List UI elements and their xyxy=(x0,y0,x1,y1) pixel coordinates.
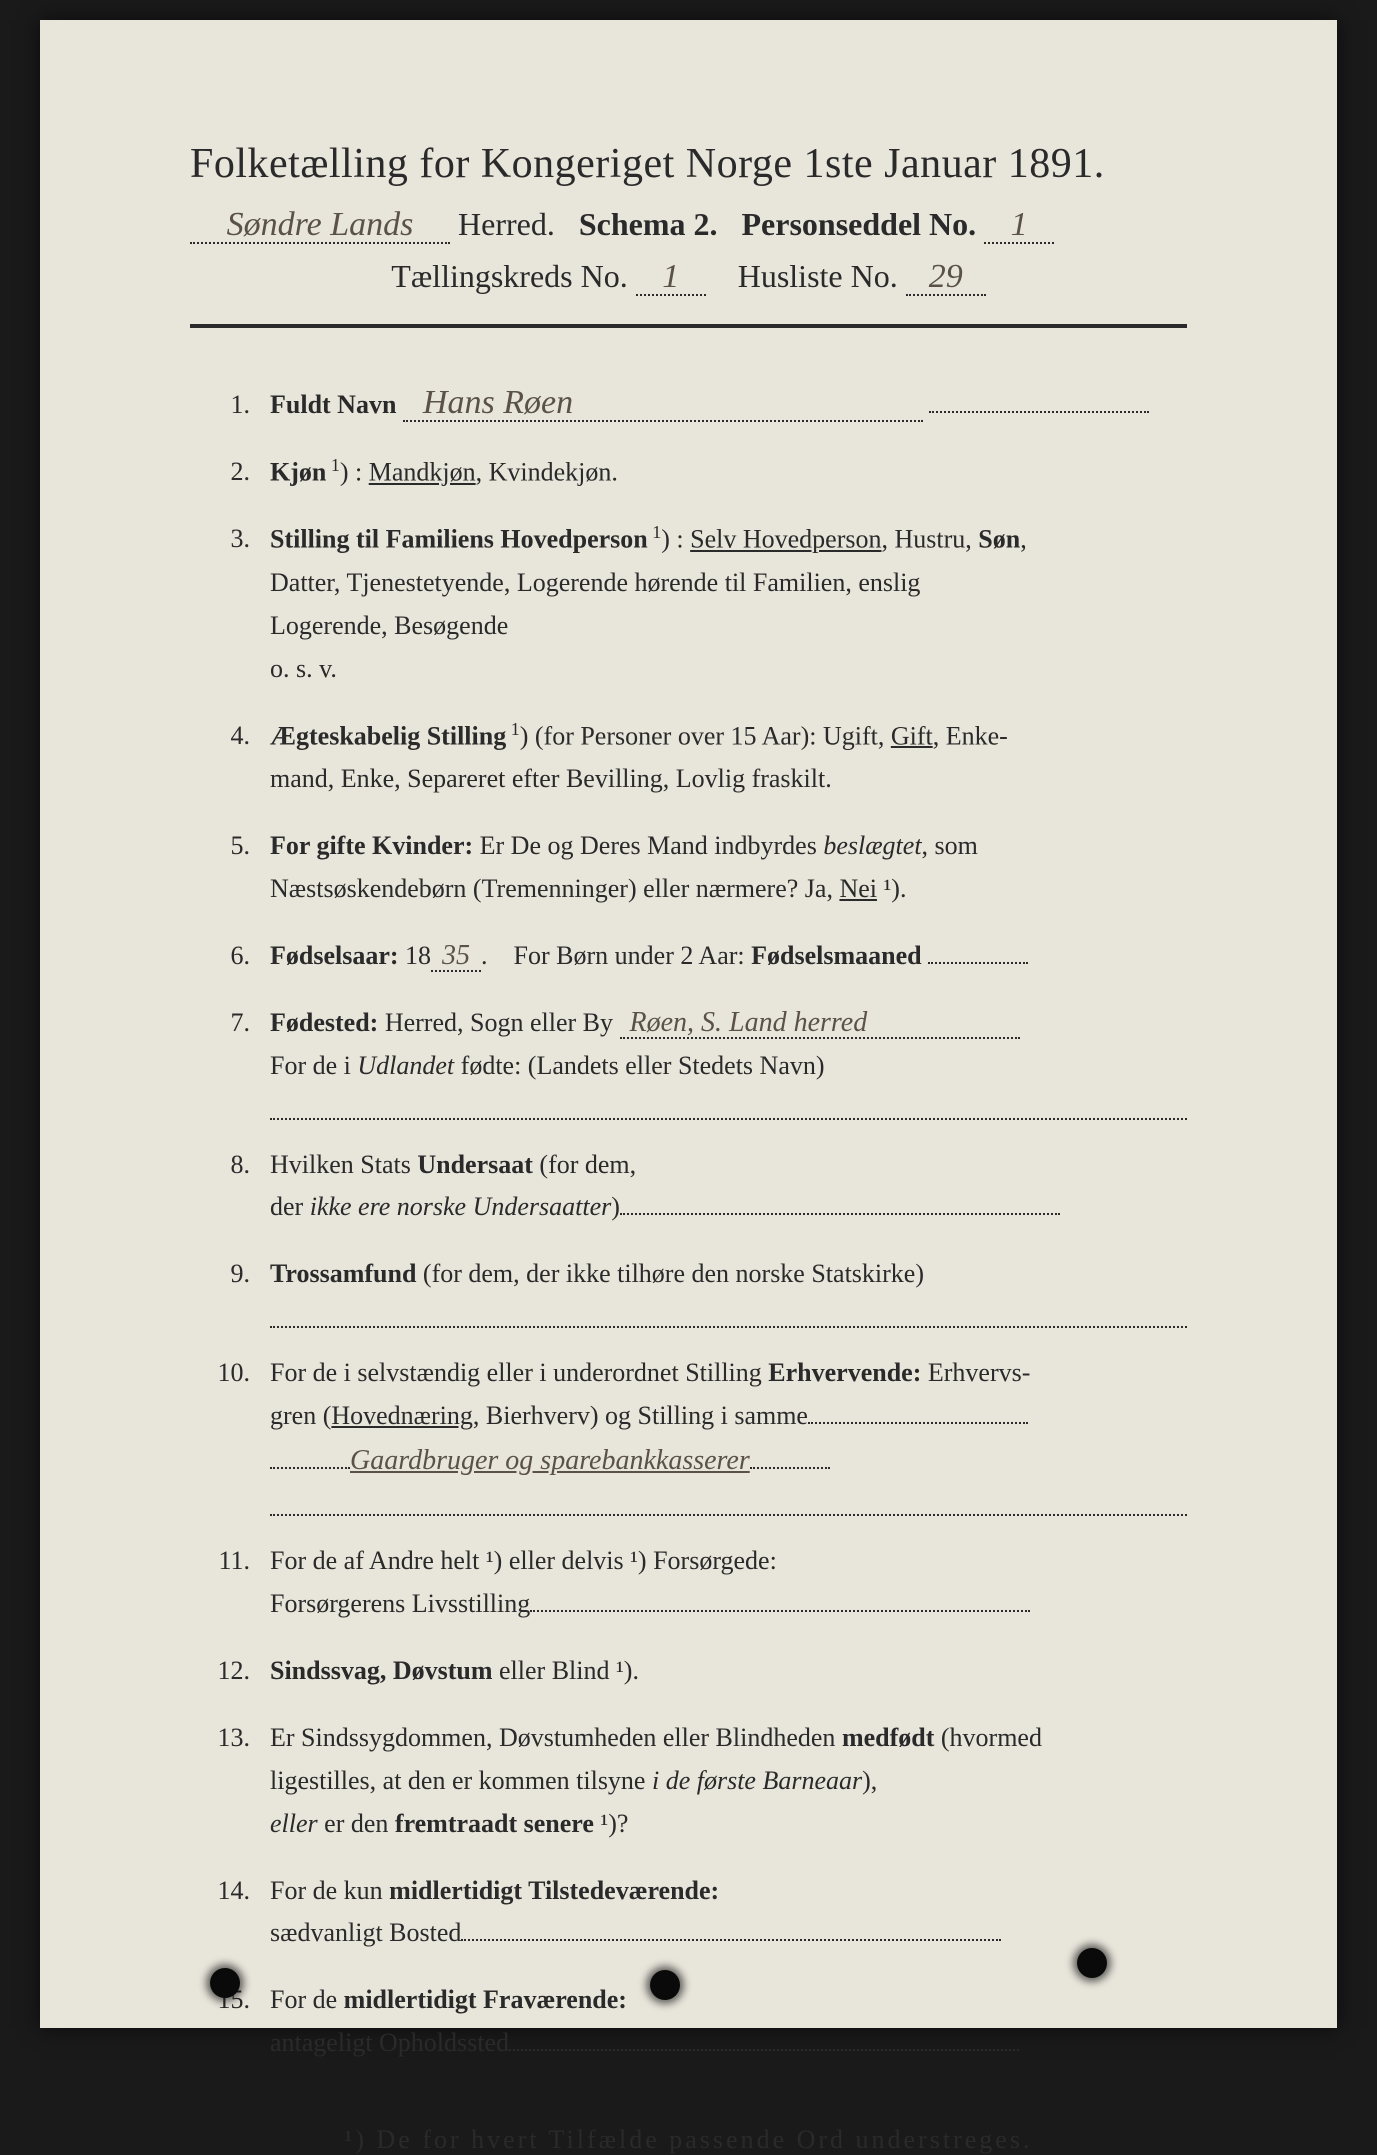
form-header: Folketælling for Kongeriget Norge 1ste J… xyxy=(190,140,1187,328)
year-suffix: 35 xyxy=(431,942,481,972)
item-13-line3: eller er den fremtraadt senere ¹)? xyxy=(270,1803,1187,1846)
taellingskreds-no: 1 xyxy=(636,260,706,296)
item-3-line4: o. s. v. xyxy=(270,648,1187,691)
item-4-label: Ægteskabelig Stilling xyxy=(270,721,506,750)
header-rule xyxy=(190,324,1187,328)
item-12: Sindssvag, Døvstum eller Blind ¹). xyxy=(190,1650,1187,1693)
item-5-label: For gifte Kvinder: xyxy=(270,831,473,860)
item-8: Hvilken Stats Undersaat (for dem, der ik… xyxy=(190,1144,1187,1230)
item-14: For de kun midlertidigt Tilstedeværende:… xyxy=(190,1870,1187,1956)
herred-field: Søndre Lands xyxy=(190,208,450,244)
born-label: For Børn under 2 Aar: xyxy=(514,941,745,970)
item-3: Stilling til Familiens Hovedperson 1) : … xyxy=(190,518,1187,690)
item-11-line2: Forsørgerens Livsstilling xyxy=(270,1583,1187,1626)
erhverv-value: Gaardbruger og sparebankkasserer xyxy=(350,1445,750,1476)
item-5-line2: Næstsøskendebørn (Tremenninger) eller næ… xyxy=(270,868,1187,911)
husliste-no: 29 xyxy=(906,260,986,296)
item-10-line1b: Erhvervs- xyxy=(921,1358,1030,1387)
fodested-value: Røen, S. Land herred xyxy=(620,1009,1020,1039)
item-10: For de i selvstændig eller i underordnet… xyxy=(190,1352,1187,1516)
item-10-value-line: Gaardbruger og sparebankkasserer xyxy=(270,1438,1187,1484)
item-3-line3: Logerende, Besøgende xyxy=(270,605,1187,648)
item-3-label: Stilling til Familiens Hovedperson xyxy=(270,525,648,554)
item-7-line2: For de i Udlandet fødte: (Landets eller … xyxy=(270,1045,1187,1088)
item-7: Fødested: Herred, Sogn eller By Røen, S.… xyxy=(190,1002,1187,1120)
item-7-label: Fødested: xyxy=(270,1008,378,1037)
item-12-label: Sindssvag, Døvstum xyxy=(270,1656,493,1685)
item-3-line2: Datter, Tjenestetyende, Logerende hørend… xyxy=(270,562,1187,605)
item-9: Trossamfund (for dem, der ikke tilhøre d… xyxy=(190,1253,1187,1328)
item-4-line1a: (for Personer over 15 Aar): Ugift, xyxy=(535,721,891,750)
stilling-selv: Selv Hovedperson xyxy=(690,525,881,554)
page-damage-2 xyxy=(650,1970,680,2000)
item-13: Er Sindssygdommen, Døvstumheden eller Bl… xyxy=(190,1717,1187,1846)
item-6: Fødselsaar: 1835. For Børn under 2 Aar: … xyxy=(190,935,1187,978)
form-items: Fuldt Navn Hans Røen Kjøn 1) : Mandkjøn,… xyxy=(190,384,1187,2065)
footnote: ¹) De for hvert Tilfælde passende Ord un… xyxy=(190,2125,1187,2155)
item-9-label: Trossamfund xyxy=(270,1259,416,1288)
item-13-line2: ligestilles, at den er kommen tilsyne i … xyxy=(270,1760,1187,1803)
item-8-line2: der ikke ere norske Undersaatter) xyxy=(270,1186,1187,1229)
item-4: Ægteskabelig Stilling 1) (for Personer o… xyxy=(190,715,1187,801)
document-page: Folketælling for Kongeriget Norge 1ste J… xyxy=(40,20,1337,2028)
item-7-line1-label: Herred, Sogn eller By xyxy=(385,1008,613,1037)
title-line-1: Folketælling for Kongeriget Norge 1ste J… xyxy=(190,140,1187,188)
title-line-2: Søndre Lands Herred. Schema 2. Personsed… xyxy=(190,206,1187,244)
item-15-line2: antageligt Opholdssted xyxy=(270,2022,1187,2065)
item-10-line2: gren (Hovednæring, Bierhverv) og Stillin… xyxy=(270,1395,1187,1438)
fuldt-navn-value: Hans Røen xyxy=(403,386,923,422)
item-14-line1: For de kun midlertidigt Tilstedeværende: xyxy=(270,1876,719,1905)
husliste-label: Husliste No. xyxy=(738,258,898,294)
title-line-3: Tællingskreds No. 1 Husliste No. 29 xyxy=(190,258,1187,296)
item-14-line2: sædvanligt Bosted xyxy=(270,1912,1187,1955)
item-2-label: Kjøn xyxy=(270,458,326,487)
item-12-text: eller Blind ¹). xyxy=(493,1656,639,1685)
herred-label: Herred. xyxy=(458,206,555,242)
schema-label: Schema 2. xyxy=(579,206,718,242)
item-10-dotline xyxy=(270,1486,1187,1516)
item-1: Fuldt Navn Hans Røen xyxy=(190,384,1187,427)
year-prefix: 18 xyxy=(405,941,431,970)
page-damage-3 xyxy=(1077,1948,1107,1978)
item-8-line1: Hvilken Stats Undersaat (for dem, xyxy=(270,1150,636,1179)
item-4-line2: mand, Enke, Separeret efter Bevilling, L… xyxy=(270,758,1187,801)
page-damage-1 xyxy=(210,1968,240,1998)
item-5-line1: Er De og Deres Mand indbyrdes beslægtet,… xyxy=(480,831,978,860)
item-15-line1: For de midlertidigt Fraværende: xyxy=(270,1985,627,2014)
item-9-text: (for dem, der ikke tilhøre den norske St… xyxy=(423,1259,924,1288)
personseddel-no: 1 xyxy=(984,208,1054,244)
gift-underlined: Gift xyxy=(891,721,933,750)
personseddel-label: Personseddel No. xyxy=(741,206,976,242)
item-11-line1: For de af Andre helt ¹) eller delvis ¹) … xyxy=(270,1546,777,1575)
item-2: Kjøn 1) : Mandkjøn, Kvindekjøn. xyxy=(190,451,1187,495)
taellingskreds-label: Tællingskreds No. xyxy=(391,258,627,294)
item-4-line1b: , Enke- xyxy=(933,721,1008,750)
item-11: For de af Andre helt ¹) eller delvis ¹) … xyxy=(190,1540,1187,1626)
item-15: For de midlertidigt Fraværende: antageli… xyxy=(190,1979,1187,2065)
maaned-label: Fødselsmaaned xyxy=(751,941,921,970)
item-13-line1: Er Sindssygdommen, Døvstumheden eller Bl… xyxy=(270,1723,1042,1752)
item-9-dotline xyxy=(270,1298,1187,1328)
item-7-dotline xyxy=(270,1090,1187,1120)
item-5: For gifte Kvinder: Er De og Deres Mand i… xyxy=(190,825,1187,911)
item-10-erhv: Erhvervende: xyxy=(768,1358,921,1387)
kjon-mandkjon: Mandkjøn xyxy=(369,458,476,487)
item-6-label: Fødselsaar: xyxy=(270,941,399,970)
item-1-label: Fuldt Navn xyxy=(270,390,396,419)
item-10-line1a: For de i selvstændig eller i underordnet… xyxy=(270,1358,768,1387)
